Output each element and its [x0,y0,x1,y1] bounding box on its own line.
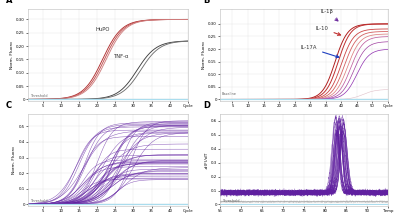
Y-axis label: Norm. Fluoro: Norm. Fluoro [12,146,16,174]
Y-axis label: -d(F)/dT: -d(F)/dT [204,151,208,169]
Text: Threshold: Threshold [30,94,47,98]
Text: TNF-α: TNF-α [114,55,130,59]
Text: B: B [203,0,210,5]
Text: Threshold: Threshold [30,199,47,203]
Y-axis label: Norm. Fluoro: Norm. Fluoro [202,41,206,69]
Text: IL-17A: IL-17A [301,45,339,58]
Y-axis label: Norm. Fluoro: Norm. Fluoro [10,41,14,69]
Text: Threshold: Threshold [222,199,239,203]
Text: HuPO: HuPO [95,27,110,32]
Text: Baseline: Baseline [222,92,236,96]
Text: IL-10: IL-10 [316,26,340,35]
Text: D: D [203,101,210,110]
Text: C: C [6,101,12,110]
Text: A: A [6,0,12,5]
Text: IL-1β: IL-1β [321,9,338,21]
